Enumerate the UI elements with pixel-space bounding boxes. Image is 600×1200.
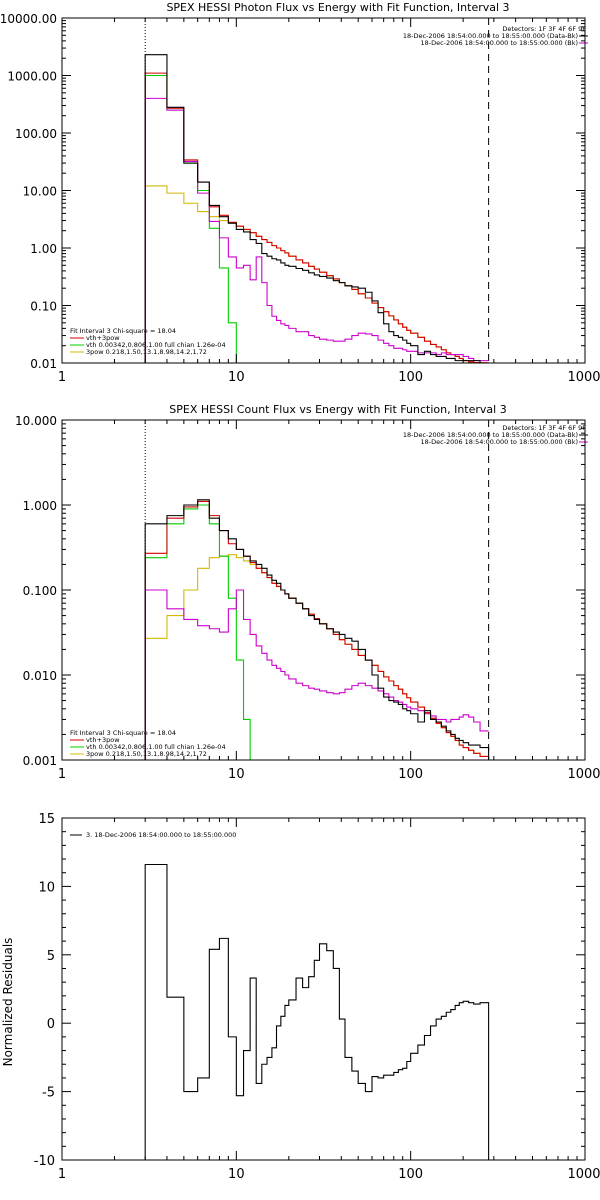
count-legend-data: 18-Dec-2006 18:54:00.000 to 18:55:00.000…	[403, 431, 578, 439]
residual-legend: 3. 18-Dec-2006 18:54:00.000 to 18:55:00.…	[86, 831, 236, 839]
photon-flux-title: SPEX HESSI Photon Flux vs Energy with Fi…	[166, 1, 509, 14]
count-x-tick-label: 100	[398, 767, 423, 782]
count-series-pow	[144, 554, 489, 760]
photon-legend-vth: vth 0.00342,0.806,1.00 full chian 1.26e-…	[86, 341, 226, 349]
photon-legend-bkg: 18-Dec-2006 18:54:00.000 to 18:55:00.000…	[421, 39, 579, 47]
photon-legend-fit: Fit Interval 3 Chi-square = 18.04	[70, 327, 176, 335]
count-y-tick-label: 10.000	[15, 414, 57, 428]
residuals-panel: 3. 18-Dec-2006 18:54:00.000 to 18:55:00.…	[1, 812, 600, 1182]
count-y-tick-label: 1.000	[23, 499, 57, 513]
count-series-total	[144, 500, 489, 760]
residual-plot-frame	[61, 817, 586, 1161]
count-series-data	[144, 499, 490, 760]
residuals-y-label: Normalized Residuals	[1, 938, 15, 1067]
photon-x-tick-label: 100	[398, 370, 423, 385]
count-legend-detectors: Detectors: 1F 3F 4F 6F 9F	[502, 424, 586, 432]
photon-x-tick-label: 1000	[567, 370, 600, 385]
photon-y-tick-label: 100.00	[15, 127, 57, 141]
photon-flux-panel: SPEX HESSI Photon Flux vs Energy with Fi…	[0, 1, 600, 385]
residual-x-tick-label: 1	[58, 1167, 66, 1182]
photon-y-tick-label: 10000.00	[0, 12, 57, 26]
count-y-tick-label: 0.001	[23, 754, 57, 768]
residual-y-tick-label: 0	[47, 1017, 55, 1032]
count-legend-total: vth+3pow	[86, 736, 120, 744]
photon-series-data	[144, 54, 489, 363]
photon-series-total	[144, 72, 489, 363]
residual-x-tick-label: 100	[398, 1167, 423, 1182]
photon-legend-data: 18-Dec-2006 18:54:00.000 to 18:55:00.000…	[403, 32, 578, 40]
count-series-bkg	[144, 589, 489, 760]
count-x-tick-label: 1	[58, 767, 66, 782]
photon-y-tick-label: 0.10	[30, 300, 57, 314]
photon-y-tick-label: 0.01	[30, 357, 57, 371]
count-flux-panel: SPEX HESSI Count Flux vs Energy with Fit…	[15, 403, 600, 782]
photon-x-tick-label: 10	[228, 370, 245, 385]
residual-y-tick-label: -5	[42, 1086, 55, 1101]
photon-y-tick-label: 1.00	[30, 242, 57, 256]
count-y-tick-label: 0.010	[23, 669, 57, 683]
count-plot-frame	[61, 419, 586, 761]
residual-y-tick-label: 15	[38, 812, 55, 827]
residual-y-tick-label: -10	[34, 1154, 55, 1169]
photon-legend-detectors: Detectors: 1F 3F 4F 6F 9F	[502, 25, 586, 33]
photon-plot-frame	[61, 17, 586, 364]
count-legend-pow: 3pow 0.218,1.50,13.1,8.98,14.2,1.72	[86, 750, 207, 758]
residual-y-tick-label: 5	[47, 949, 55, 964]
count-legend-fit: Fit Interval 3 Chi-square = 18.04	[70, 729, 176, 737]
count-x-tick-label: 1000	[567, 767, 600, 782]
photon-x-tick-label: 1	[58, 370, 66, 385]
residual-x-tick-label: 10	[228, 1167, 245, 1182]
count-x-tick-label: 10	[228, 767, 245, 782]
photon-y-tick-label: 10.00	[23, 185, 57, 199]
count-y-tick-label: 0.100	[23, 584, 57, 598]
photon-series-bkg	[144, 97, 489, 363]
photon-legend-total: vth+3pow	[86, 334, 120, 342]
residual-series-data	[144, 863, 490, 1160]
photon-series-vth	[144, 74, 489, 363]
residual-y-tick-label: 10	[38, 880, 55, 895]
residual-x-tick-label: 1000	[567, 1167, 600, 1182]
count-legend-vth: vth 0.00342,0.806,1.00 full chian 1.26e-…	[86, 743, 226, 751]
photon-y-tick-label: 1000.00	[7, 70, 57, 84]
count-series-vth	[144, 504, 489, 760]
count-flux-title: SPEX HESSI Count Flux vs Energy with Fit…	[169, 403, 506, 416]
photon-legend-pow: 3pow 0.218,1.50,13.1,8.98,14.2,1.72	[86, 348, 207, 356]
count-legend-bkg: 18-Dec-2006 18:54:00.000 to 18:55:00.000…	[421, 438, 579, 446]
